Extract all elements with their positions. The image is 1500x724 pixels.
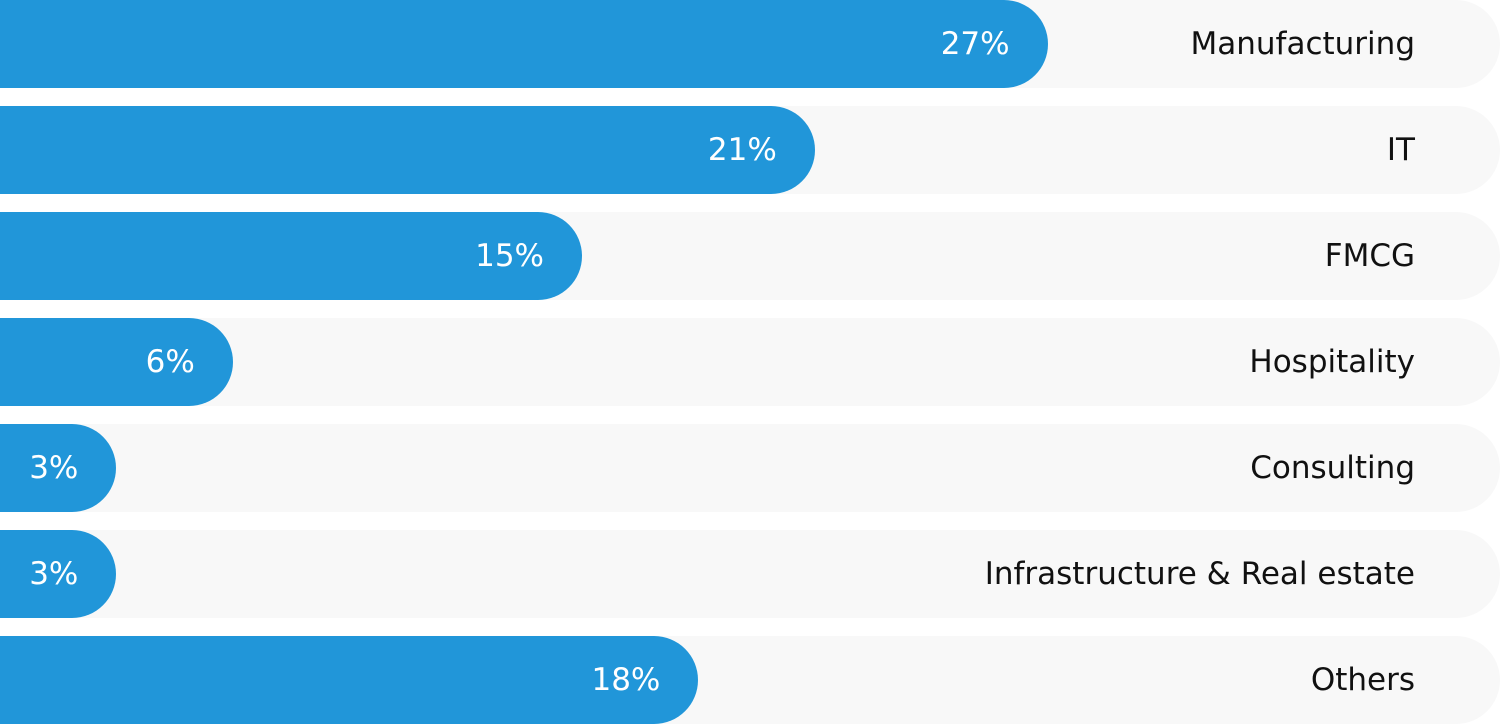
category-label: Infrastructure & Real estate (984, 556, 1415, 592)
bar (0, 530, 117, 618)
bar (0, 318, 233, 406)
bar-value-label: 27% (940, 26, 1010, 62)
bar-track (0, 424, 1500, 512)
bar-value-label: 6% (145, 344, 195, 380)
bar (0, 636, 699, 724)
category-label: Others (1310, 662, 1415, 698)
category-label: Consulting (1250, 450, 1415, 486)
bar-value-label: 3% (29, 450, 79, 486)
bar (0, 212, 582, 300)
bar-track (0, 530, 1500, 618)
category-label: Hospitality (1249, 344, 1415, 380)
bar-track (0, 318, 1500, 406)
category-label: Manufacturing (1190, 26, 1415, 62)
category-label: IT (1386, 132, 1415, 168)
bar (0, 0, 1048, 88)
bar (0, 106, 815, 194)
bar-value-label: 3% (29, 556, 79, 592)
bar-value-label: 15% (475, 238, 544, 274)
bar-value-label: 21% (707, 132, 777, 168)
category-label: FMCG (1324, 238, 1415, 274)
bar (0, 424, 117, 512)
bar-value-label: 18% (591, 662, 661, 698)
